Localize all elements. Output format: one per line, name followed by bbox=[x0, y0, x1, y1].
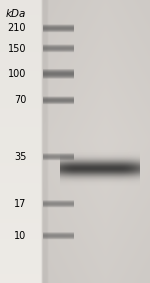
Text: 17: 17 bbox=[14, 199, 26, 209]
Text: 100: 100 bbox=[8, 69, 26, 79]
Text: 70: 70 bbox=[14, 95, 26, 105]
Text: 10: 10 bbox=[14, 231, 26, 241]
Text: 150: 150 bbox=[8, 44, 26, 54]
Text: kDa: kDa bbox=[6, 9, 26, 19]
Text: 35: 35 bbox=[14, 152, 26, 162]
Text: 210: 210 bbox=[8, 23, 26, 33]
